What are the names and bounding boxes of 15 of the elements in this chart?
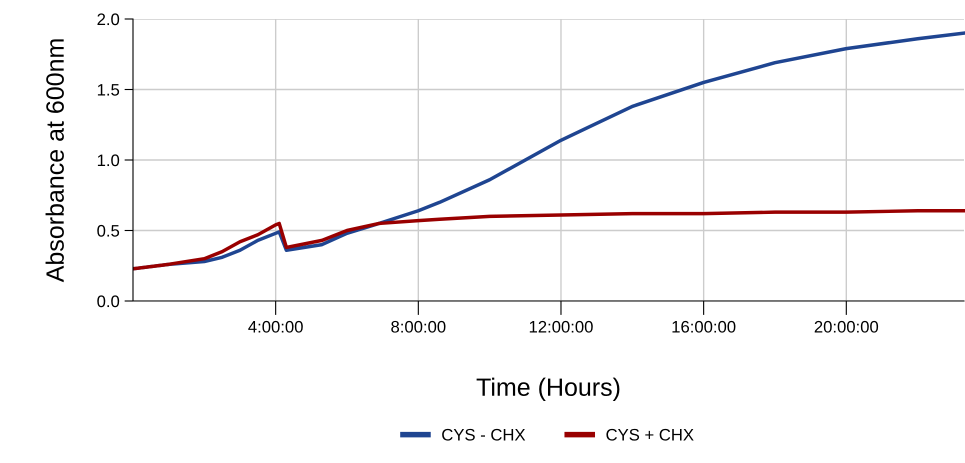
line-series bbox=[133, 209, 965, 270]
x-axis-title: Time (Hours) bbox=[476, 378, 620, 401]
y-axis-title: Absorbance at 600nm bbox=[46, 39, 64, 282]
x-tick-label: 20:00:00 bbox=[814, 320, 878, 333]
x-tick-label: 4:00:00 bbox=[248, 320, 303, 333]
y-tick-label: 0.5 bbox=[97, 224, 120, 237]
y-tick-label: 0.0 bbox=[97, 295, 120, 308]
y-tick-label: 1.5 bbox=[98, 84, 120, 96]
x-tick-label: 16:00:00 bbox=[672, 320, 736, 333]
x-tick-label: 8:00:00 bbox=[391, 320, 446, 333]
legend-label: CYS - CHX bbox=[442, 428, 526, 441]
y-tick-label: 2.0 bbox=[97, 13, 120, 26]
y-tick-label: 1.0 bbox=[98, 154, 120, 166]
x-tick-label: 12:00:00 bbox=[530, 320, 593, 333]
legend-label: CYS + CHX bbox=[606, 428, 694, 441]
